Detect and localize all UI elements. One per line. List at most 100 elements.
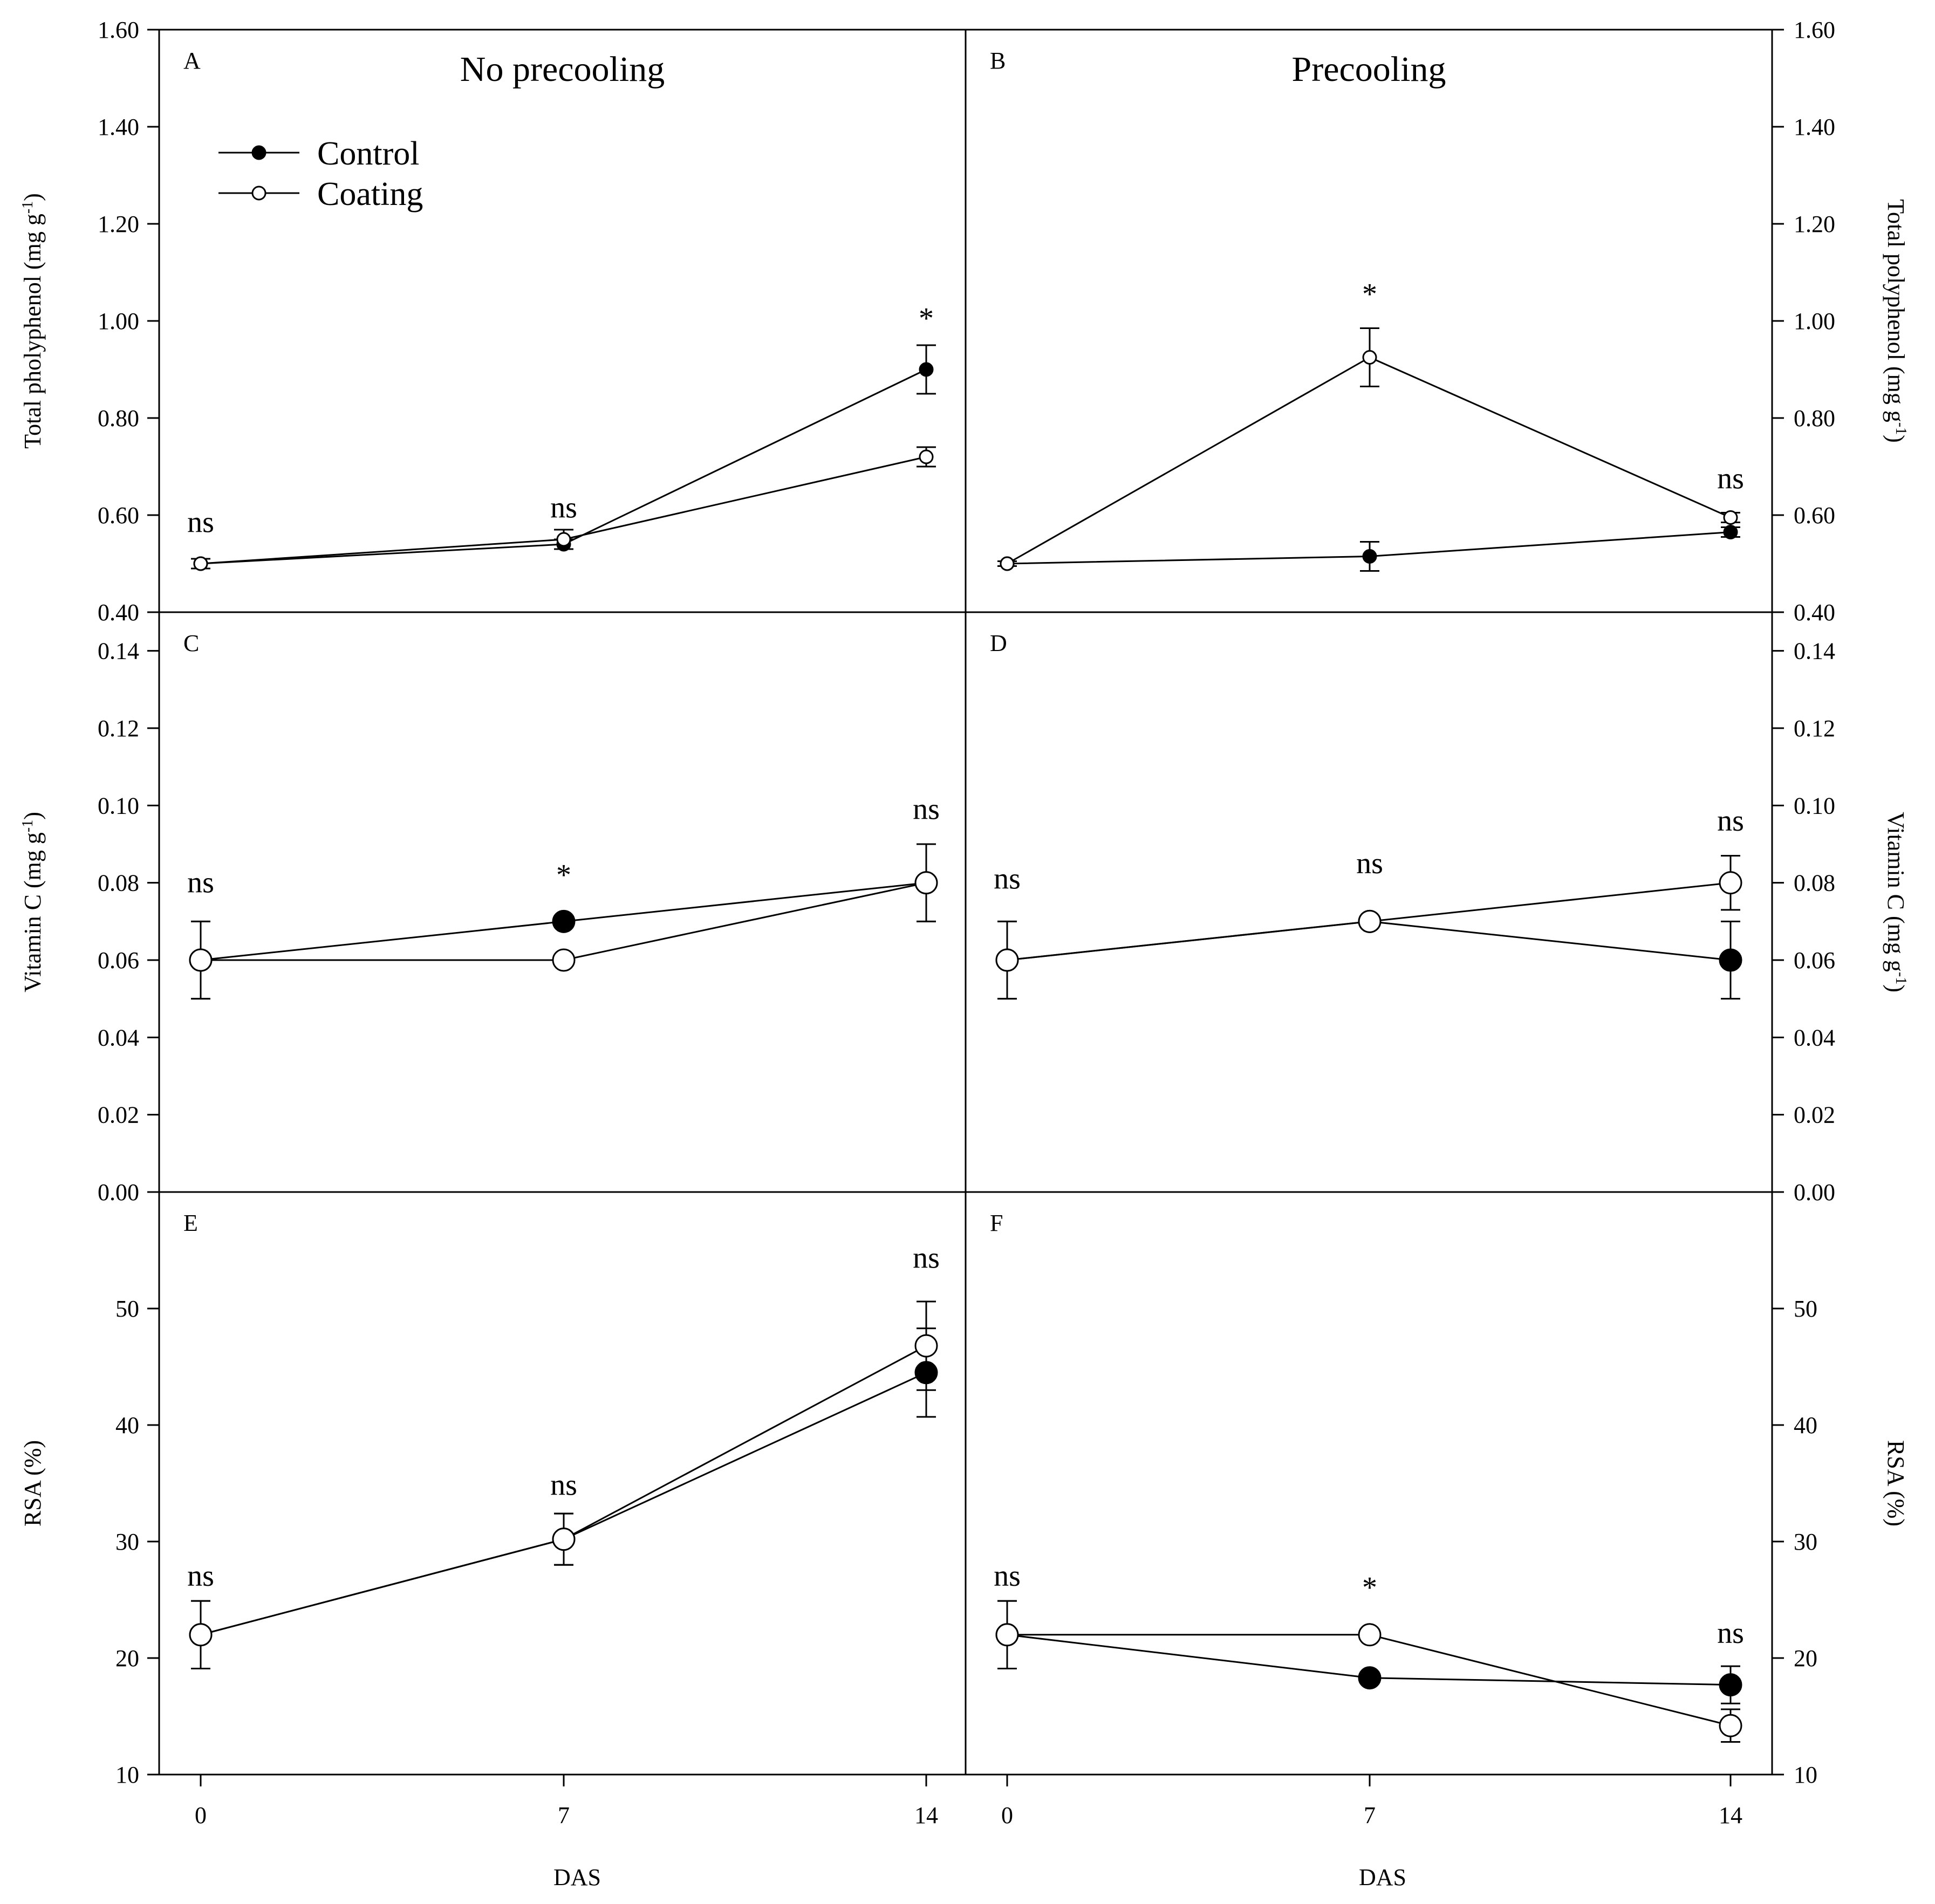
x-axis-label-right: DAS	[1359, 1864, 1406, 1891]
panel-f: Fns * ns	[990, 1210, 1744, 1743]
y-tick-label-left: 40	[115, 1412, 139, 1439]
significance-label: *	[1362, 1571, 1377, 1605]
data-point-control	[1723, 525, 1738, 539]
y-axis-label-right: RSA (%)	[1883, 1440, 1909, 1526]
legend-label: Control	[317, 135, 419, 172]
panel-letter: C	[183, 630, 199, 656]
x-tick-label: 7	[1364, 1802, 1376, 1828]
y-tick-label-left: 1.40	[98, 114, 139, 140]
panel-e: Ens ns ns	[183, 1210, 940, 1669]
y-tick-label-right: 1.40	[1794, 114, 1835, 140]
y-tick-label-left: 0.60	[98, 502, 139, 529]
data-point-control	[914, 1361, 938, 1385]
legend-marker-control	[251, 145, 266, 160]
data-point-coating	[919, 449, 934, 464]
x-tick-label: 0	[195, 1802, 207, 1828]
y-tick-label-left: 1.60	[98, 17, 139, 43]
y-tick-label-left: 0.14	[98, 638, 139, 665]
data-point-coating	[1723, 510, 1738, 525]
data-point-coating	[552, 1528, 576, 1551]
y-tick-label-right: 0.02	[1794, 1102, 1835, 1128]
x-tick-label: 14	[914, 1802, 938, 1828]
data-point-coating	[1358, 1623, 1382, 1647]
y-tick-label-right: 0.00	[1794, 1179, 1835, 1206]
data-point-coating	[552, 948, 576, 972]
y-tick-label-left: 0.40	[98, 599, 139, 626]
y-tick-label-right: 30	[1794, 1529, 1817, 1555]
significance-label: ns	[187, 1559, 214, 1593]
data-point-control	[1719, 1673, 1742, 1697]
y-tick-label-right: 10	[1794, 1762, 1817, 1788]
data-point-coating	[914, 1334, 938, 1358]
significance-label: ns	[550, 1469, 577, 1502]
y-tick-label-right: 0.80	[1794, 405, 1835, 432]
y-tick-label-right: 50	[1794, 1296, 1817, 1322]
x-tick-label: 0	[1001, 1802, 1013, 1828]
data-point-control	[1362, 549, 1377, 564]
significance-label: *	[1362, 278, 1377, 311]
y-tick-label-left: 20	[115, 1645, 139, 1672]
x-axis-label-left: DAS	[553, 1864, 601, 1891]
significance-label: ns	[187, 506, 214, 539]
legend-marker-coating	[251, 186, 266, 201]
y-tick-label-left: 0.12	[98, 715, 139, 742]
data-point-coating	[995, 1623, 1019, 1647]
y-tick-label-right: 1.60	[1794, 17, 1835, 43]
data-point-coating	[995, 948, 1019, 972]
data-point-coating	[1000, 556, 1015, 571]
y-tick-label-right: 0.60	[1794, 502, 1835, 529]
data-point-coating	[1719, 1714, 1742, 1737]
panel-a: A No precooling ns ns *	[183, 47, 936, 571]
y-tick-label-left: 0.02	[98, 1102, 139, 1128]
y-tick-label-left: 0.04	[98, 1024, 139, 1051]
data-point-coating	[189, 948, 213, 972]
data-point-coating	[189, 1623, 213, 1647]
panel-c: Cns * ns	[183, 630, 940, 1000]
significance-label: ns	[1717, 804, 1744, 838]
y-axis-label-left: RSA (%)	[19, 1440, 46, 1526]
panel-letter: F	[990, 1210, 1003, 1236]
y-tick-label-right: 40	[1794, 1412, 1817, 1439]
data-point-coating	[193, 556, 208, 571]
y-tick-label-left: 0.00	[98, 1179, 139, 1206]
x-axis-label: DAS	[553, 1864, 601, 1891]
panel-letter: D	[990, 630, 1007, 656]
data-point-coating	[1362, 350, 1377, 365]
data-point-control	[1719, 948, 1742, 972]
y-axis-label-right: Total polyphenol (mg g-1)	[1883, 199, 1910, 443]
y-tick-label-left: 0.06	[98, 947, 139, 974]
panel-letter: A	[183, 47, 201, 74]
significance-label: ns	[1717, 462, 1744, 496]
y-axis-label-right: Vitamin C (mg g-1)	[1883, 812, 1910, 992]
significance-label: ns	[1717, 1617, 1744, 1650]
panel-letter: B	[990, 47, 1006, 74]
significance-label: ns	[994, 862, 1021, 895]
y-axis-label-left: Total pholyphenol (mg g-1)	[19, 193, 46, 449]
significance-label: ns	[1356, 847, 1383, 880]
y-tick-label-right: 0.40	[1794, 599, 1835, 626]
y-tick-label-left: 30	[115, 1529, 139, 1555]
y-tick-label-right: 0.08	[1794, 870, 1835, 896]
y-tick-label-right: 20	[1794, 1645, 1817, 1672]
y-tick-label-left: 50	[115, 1296, 139, 1322]
x-tick-label: 14	[1719, 1802, 1742, 1828]
data-point-control	[919, 362, 934, 377]
panel-d: Dns ns ns	[990, 630, 1744, 1000]
significance-label: *	[919, 302, 934, 335]
data-point-coating	[914, 871, 938, 895]
y-axis-label-left: Vitamin C (mg g-1)	[19, 812, 46, 992]
y-tick-label-right: 0.12	[1794, 715, 1835, 742]
y-tick-label-left: 0.10	[98, 792, 139, 819]
y-tick-label-left: 1.00	[98, 308, 139, 334]
data-point-control	[552, 909, 576, 933]
y-tick-label-left: 0.80	[98, 405, 139, 432]
y-tick-label-left: 10	[115, 1762, 139, 1788]
panel-title: No precooling	[460, 50, 665, 89]
y-tick-label-right: 0.14	[1794, 638, 1835, 665]
significance-label: ns	[187, 866, 214, 900]
panel-title: Precooling	[1292, 50, 1446, 89]
data-point-coating	[556, 532, 571, 547]
significance-label: *	[556, 858, 571, 892]
significance-label: ns	[550, 491, 577, 525]
